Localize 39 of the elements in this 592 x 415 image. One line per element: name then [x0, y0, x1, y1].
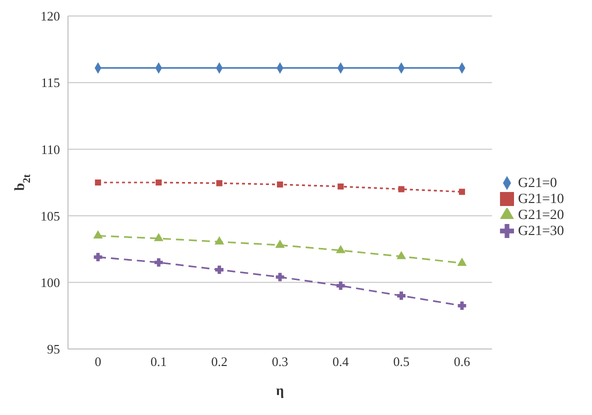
point — [336, 282, 345, 290]
point — [276, 181, 284, 188]
point — [156, 179, 162, 186]
point — [216, 180, 222, 186]
point — [458, 188, 466, 195]
y-tick-label: 110 — [40, 142, 60, 157]
x-axis-title: η — [276, 384, 284, 399]
legend-label: G21=20 — [518, 208, 564, 222]
point — [458, 258, 466, 266]
point — [458, 302, 466, 310]
point — [276, 272, 284, 282]
y-tick-label: 95 — [47, 342, 60, 357]
point — [94, 230, 102, 239]
legend-label: G21=0 — [518, 176, 557, 190]
y-tick-label: 105 — [40, 208, 60, 224]
x-tick-label: 0.6 — [454, 354, 471, 370]
point — [396, 251, 406, 260]
point — [215, 266, 224, 274]
point — [276, 240, 284, 248]
point — [214, 236, 224, 245]
y-tick-label: 115 — [40, 75, 60, 90]
y-tick-label: 100 — [40, 275, 60, 290]
x-tick-label: 0.4 — [332, 354, 350, 370]
x-tick-label: 0.2 — [211, 354, 228, 370]
legend-label: G21=30 — [518, 224, 564, 238]
point — [398, 186, 404, 192]
x-tick-label: 0 — [94, 354, 102, 370]
point — [397, 292, 406, 300]
x-tick-label: 0.5 — [393, 354, 410, 370]
point — [154, 258, 163, 267]
point — [338, 183, 344, 190]
x-tick-label: 0.1 — [150, 354, 167, 370]
x-tick-label: 0.3 — [272, 354, 288, 370]
y-tick-label: 120 — [40, 8, 60, 24]
point — [94, 252, 102, 262]
legend-label: G21=10 — [518, 192, 564, 206]
point — [336, 245, 346, 254]
point — [94, 179, 102, 186]
point — [154, 233, 164, 242]
